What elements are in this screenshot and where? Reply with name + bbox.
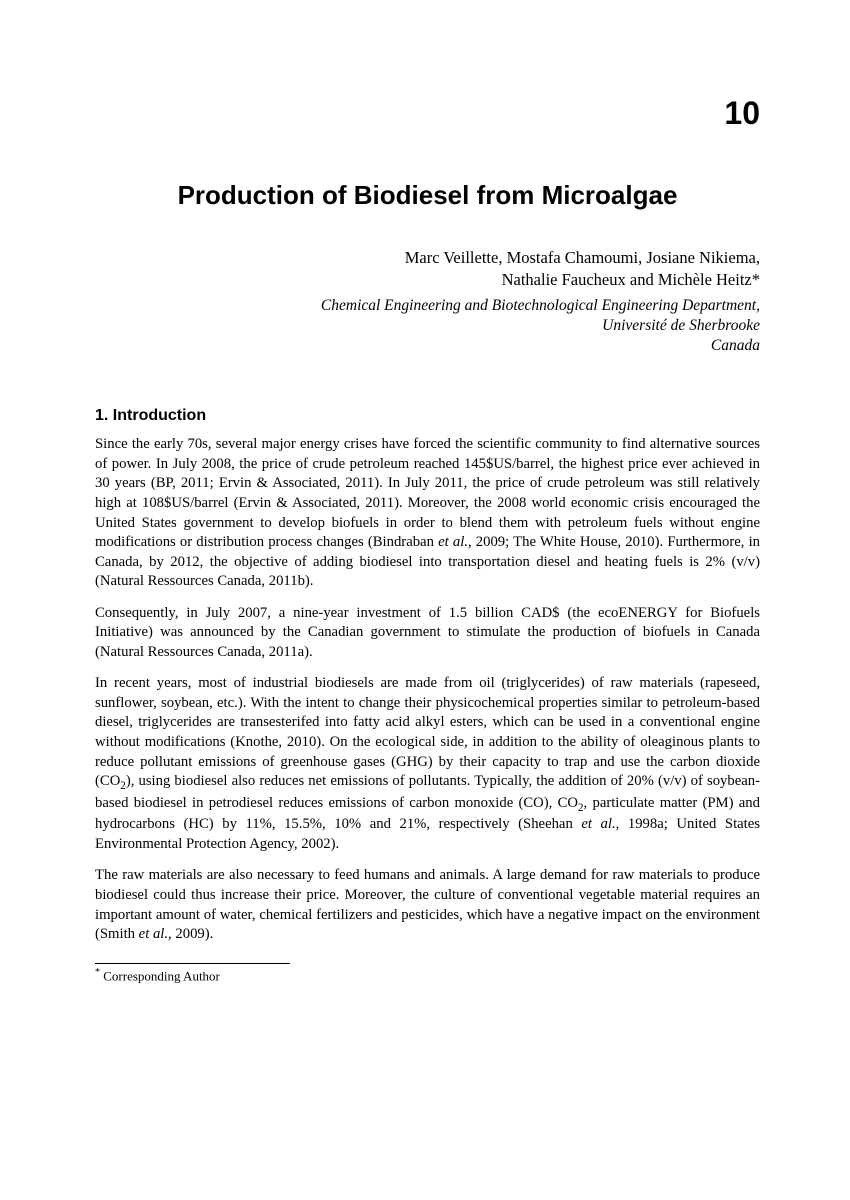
authors-line-1: Marc Veillette, Mostafa Chamoumi, Josian…	[405, 248, 760, 267]
country: Canada	[95, 337, 760, 355]
authors-line-2: Nathalie Faucheux and Michèle Heitz*	[502, 270, 760, 289]
footnote-rule	[95, 963, 290, 964]
affiliation-line-2: Université de Sherbrooke	[95, 316, 760, 337]
footnote-text: Corresponding Author	[103, 968, 220, 983]
paragraph-2: Consequently, in July 2007, a nine-year …	[95, 604, 760, 663]
chapter-title: Production of Biodiesel from Microalgae	[95, 180, 760, 211]
section-heading-introduction: 1. Introduction	[95, 407, 760, 425]
paragraph-4: The raw materials are also necessary to …	[95, 866, 760, 944]
affiliation-line-1: Chemical Engineering and Biotechnologica…	[95, 296, 760, 317]
chapter-number: 10	[95, 95, 760, 132]
authors-block: Marc Veillette, Mostafa Chamoumi, Josian…	[95, 247, 760, 292]
footnote: * Corresponding Author	[95, 967, 760, 984]
paragraph-1: Since the early 70s, several major energ…	[95, 435, 760, 591]
paragraph-3: In recent years, most of industrial biod…	[95, 674, 760, 854]
page-container: 10 Production of Biodiesel from Microalg…	[0, 0, 850, 1044]
